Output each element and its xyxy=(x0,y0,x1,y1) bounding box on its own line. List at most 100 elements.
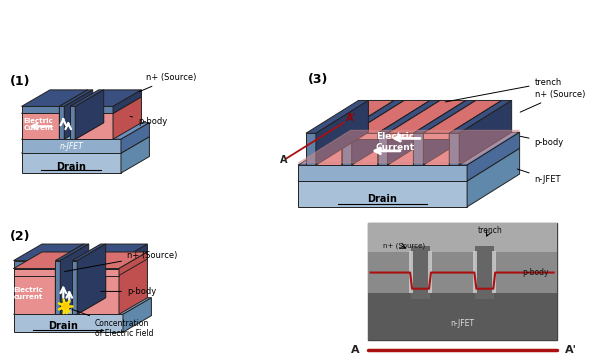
Polygon shape xyxy=(377,100,440,133)
Text: A': A' xyxy=(565,345,577,355)
Text: n+ (Source): n+ (Source) xyxy=(520,90,585,112)
Text: Drain: Drain xyxy=(368,194,397,204)
Polygon shape xyxy=(459,100,512,165)
Polygon shape xyxy=(75,97,104,139)
Polygon shape xyxy=(121,137,149,173)
Polygon shape xyxy=(377,106,430,165)
Polygon shape xyxy=(413,100,466,139)
Polygon shape xyxy=(14,252,84,268)
Polygon shape xyxy=(388,139,413,165)
Polygon shape xyxy=(55,261,60,314)
Text: Concentration
of Electric Field: Concentration of Electric Field xyxy=(72,309,154,338)
Bar xyxy=(473,251,478,293)
Polygon shape xyxy=(55,252,84,276)
Polygon shape xyxy=(77,261,119,268)
Polygon shape xyxy=(316,100,368,165)
Polygon shape xyxy=(77,268,119,314)
Polygon shape xyxy=(342,133,352,165)
Text: trench: trench xyxy=(478,226,503,235)
Polygon shape xyxy=(119,252,148,276)
Bar xyxy=(492,251,496,293)
Polygon shape xyxy=(22,123,149,139)
Polygon shape xyxy=(123,298,151,332)
Polygon shape xyxy=(467,132,520,181)
Polygon shape xyxy=(298,181,467,207)
Polygon shape xyxy=(298,165,467,181)
Polygon shape xyxy=(377,100,430,139)
Text: p-body: p-body xyxy=(101,287,156,296)
Polygon shape xyxy=(352,100,404,165)
Polygon shape xyxy=(424,100,476,165)
Text: n+ (Source): n+ (Source) xyxy=(65,251,178,272)
Polygon shape xyxy=(59,97,88,139)
Polygon shape xyxy=(121,123,149,153)
Polygon shape xyxy=(55,252,84,314)
Polygon shape xyxy=(59,90,88,113)
Polygon shape xyxy=(77,244,106,314)
Polygon shape xyxy=(342,106,394,165)
Polygon shape xyxy=(424,106,502,139)
Polygon shape xyxy=(352,139,377,165)
Polygon shape xyxy=(22,113,59,139)
Polygon shape xyxy=(316,106,394,139)
Polygon shape xyxy=(388,106,466,139)
Polygon shape xyxy=(388,100,440,165)
Polygon shape xyxy=(75,90,142,106)
Polygon shape xyxy=(77,252,148,268)
Polygon shape xyxy=(55,244,89,261)
Text: p-body: p-body xyxy=(130,116,167,126)
Polygon shape xyxy=(306,100,368,133)
Text: Drain: Drain xyxy=(56,162,86,172)
Polygon shape xyxy=(70,106,75,139)
Polygon shape xyxy=(377,133,388,165)
Polygon shape xyxy=(55,273,106,289)
Polygon shape xyxy=(55,244,84,268)
Text: A: A xyxy=(280,155,287,164)
Bar xyxy=(368,293,557,340)
Polygon shape xyxy=(22,97,88,113)
Text: n+ (Source): n+ (Source) xyxy=(383,242,425,248)
Polygon shape xyxy=(342,100,404,133)
Polygon shape xyxy=(424,100,502,133)
Text: Electric
current: Electric current xyxy=(13,287,43,300)
Polygon shape xyxy=(72,244,106,261)
Text: n+ (Source): n+ (Source) xyxy=(139,73,197,92)
Polygon shape xyxy=(449,100,502,139)
Polygon shape xyxy=(14,244,84,261)
Polygon shape xyxy=(75,97,142,113)
Text: n-JFET: n-JFET xyxy=(517,169,561,184)
Text: A': A' xyxy=(346,112,356,122)
Text: Electric
Current: Electric Current xyxy=(23,118,54,131)
Polygon shape xyxy=(14,268,55,314)
Polygon shape xyxy=(449,106,502,165)
Polygon shape xyxy=(316,139,342,165)
Polygon shape xyxy=(119,244,148,268)
Text: Electric
Current: Electric Current xyxy=(376,132,415,152)
Text: n-JFET: n-JFET xyxy=(450,319,474,328)
Polygon shape xyxy=(22,106,59,113)
Polygon shape xyxy=(59,106,64,139)
Polygon shape xyxy=(77,268,119,276)
Polygon shape xyxy=(342,100,394,139)
Polygon shape xyxy=(298,148,520,181)
Bar xyxy=(368,223,557,252)
Polygon shape xyxy=(413,100,476,133)
Polygon shape xyxy=(59,97,104,113)
Polygon shape xyxy=(298,130,520,163)
Polygon shape xyxy=(70,90,104,106)
Polygon shape xyxy=(449,133,459,165)
Polygon shape xyxy=(60,244,89,314)
Polygon shape xyxy=(388,133,413,139)
Polygon shape xyxy=(316,133,342,139)
Polygon shape xyxy=(306,133,316,165)
Polygon shape xyxy=(75,113,113,139)
Text: n-JFET: n-JFET xyxy=(59,142,83,151)
Polygon shape xyxy=(119,252,148,314)
Text: trench: trench xyxy=(445,78,562,102)
Polygon shape xyxy=(59,90,93,106)
Text: p-body: p-body xyxy=(520,136,564,147)
Polygon shape xyxy=(467,148,520,207)
Polygon shape xyxy=(413,133,424,165)
Polygon shape xyxy=(14,298,151,314)
Polygon shape xyxy=(22,153,121,173)
